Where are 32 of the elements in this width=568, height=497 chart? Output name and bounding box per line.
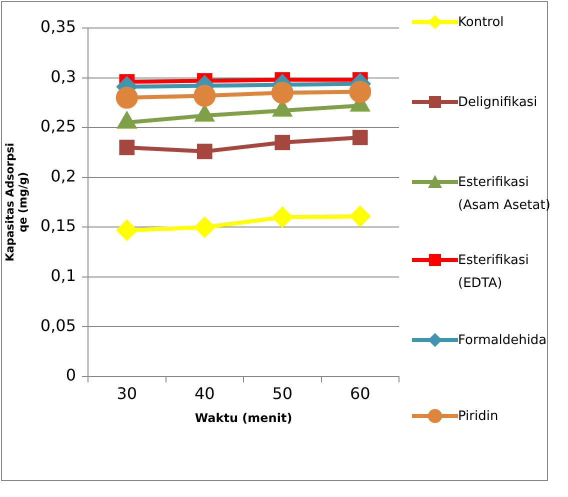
point: [271, 82, 294, 104]
x-axis-title: Waktu (menit): [194, 410, 292, 425]
point: [194, 217, 215, 238]
point: [274, 134, 290, 150]
point: [196, 144, 212, 160]
point: [350, 206, 370, 226]
y-tick-label: 0: [66, 366, 76, 385]
x-tick-label: 50: [272, 384, 293, 404]
y-tick-label: 0,3: [50, 66, 76, 86]
y-tick-label: 0,15: [40, 216, 76, 236]
point: [116, 86, 138, 109]
point: [119, 140, 135, 156]
y-tick-label: 0,25: [40, 116, 76, 136]
point: [116, 220, 137, 240]
point: [272, 207, 292, 228]
legend-label: Esterifikasi (EDTA): [458, 252, 530, 293]
y-tick-label: 0,05: [40, 316, 76, 335]
y-tick-label: 0,2: [50, 166, 76, 186]
legend-label: Formaldehida: [458, 332, 548, 350]
point: [352, 130, 368, 146]
y-axis-title: Kapasitas Adsorpsi qe (mg/g): [3, 142, 30, 262]
legend-label: Kontrol: [458, 14, 505, 32]
point: [349, 80, 372, 103]
y-tick-label: 0,35: [40, 17, 76, 36]
legend-label: Delignifikasi: [458, 94, 538, 112]
legend-label: Esterifikasi (Asam Asetat): [458, 174, 552, 215]
x-tick-label: 60: [350, 384, 370, 404]
y-tick-label: 0,1: [50, 266, 76, 286]
x-tick-label: 40: [194, 384, 215, 404]
x-tick-label: 30: [116, 384, 138, 404]
point: [194, 84, 216, 107]
legend-label: Piridin: [458, 408, 500, 426]
